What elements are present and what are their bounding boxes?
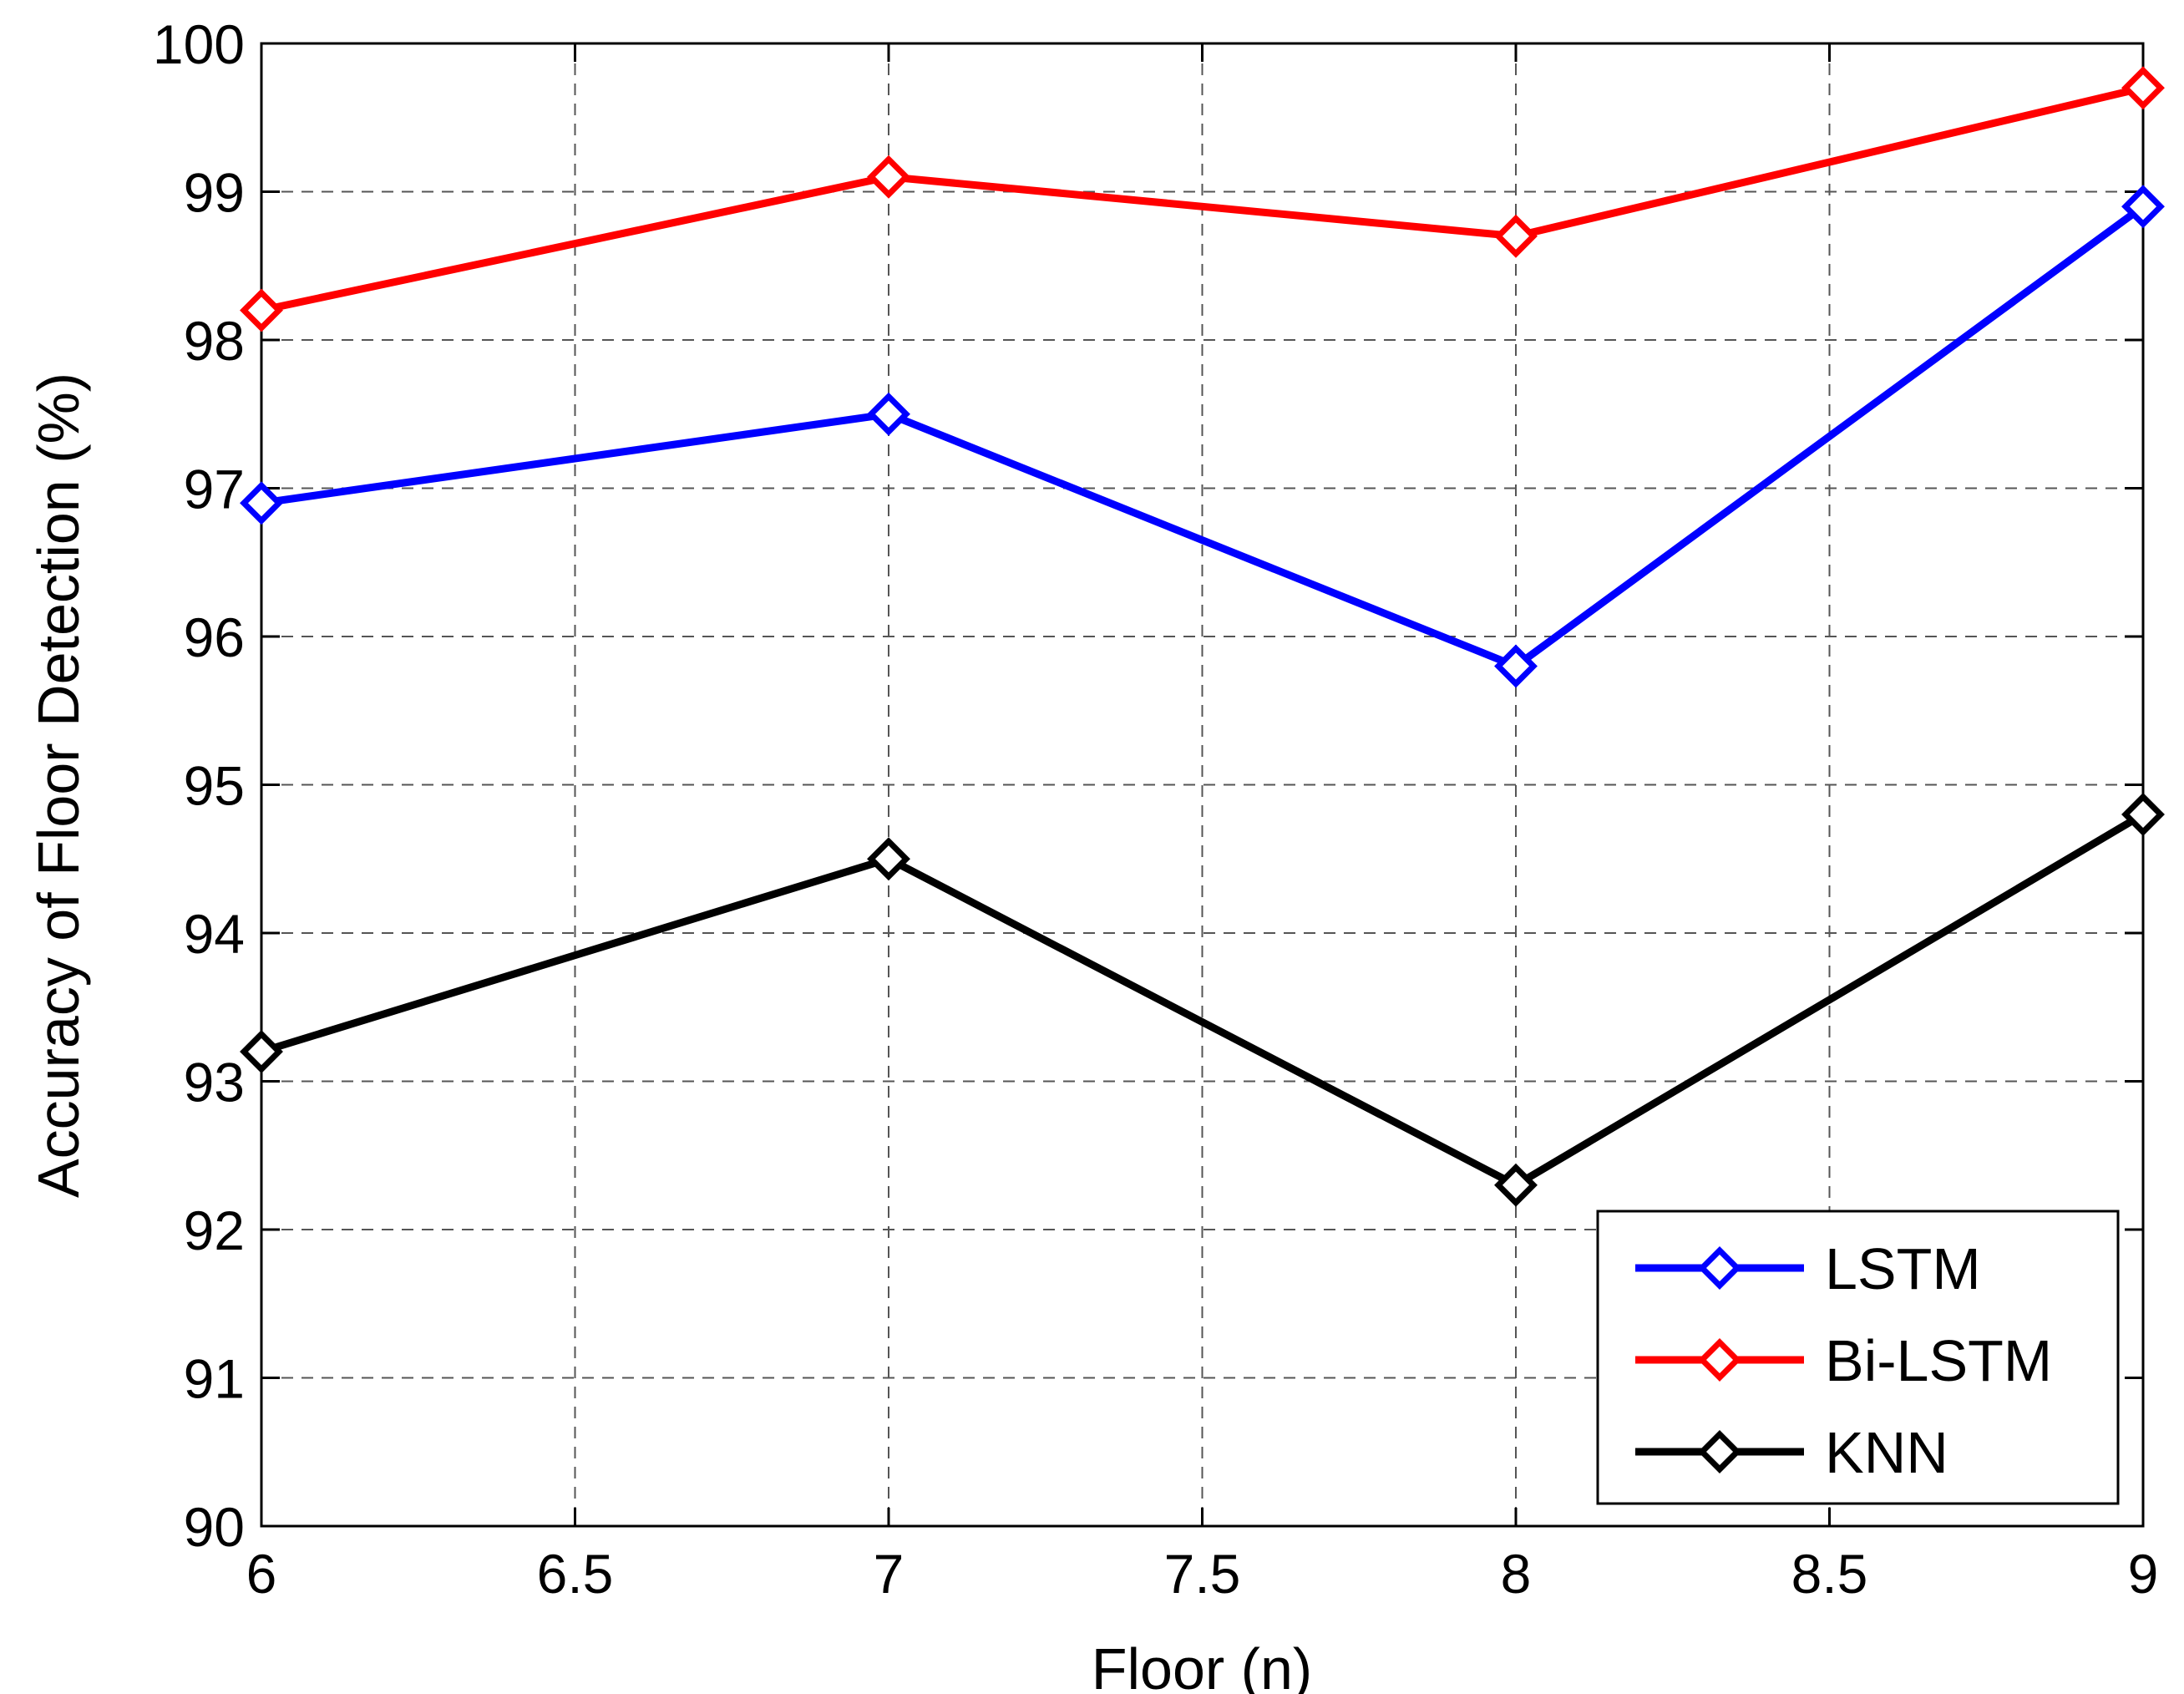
series-knn xyxy=(240,793,2165,1207)
x-axis-title: Floor (n) xyxy=(1092,1636,1312,1694)
legend-item-knn: KNN xyxy=(1635,1420,1948,1485)
series-bi-lstm xyxy=(240,66,2165,332)
y-tick-label: 96 xyxy=(184,606,245,668)
data-point-lstm xyxy=(867,392,910,436)
legend-swatch-marker xyxy=(1698,1430,1741,1473)
legend-label: KNN xyxy=(1825,1420,1948,1485)
data-point-knn xyxy=(2121,793,2165,836)
axis-ticks: 6 6.5 7 7.5 8 8.5 9 90 91 92 93 94 95 96 97 98 99 100 xyxy=(153,13,2158,1605)
data-point-knn xyxy=(867,837,910,881)
legend-label: LSTM xyxy=(1825,1236,1981,1301)
series-line-lstm xyxy=(261,203,2146,671)
data-point-lstm xyxy=(240,481,283,525)
data-point-bi-lstm xyxy=(1494,214,1538,258)
y-tick-label: 90 xyxy=(184,1496,245,1558)
x-tick-label: 7.5 xyxy=(1164,1543,1241,1605)
y-tick-label: 92 xyxy=(184,1199,245,1261)
data-point-knn xyxy=(1494,1163,1538,1207)
x-tick-label: 9 xyxy=(2128,1543,2159,1605)
x-tick-label: 7 xyxy=(874,1543,905,1605)
data-point-knn xyxy=(240,1030,283,1073)
series-line-knn xyxy=(260,811,2146,1189)
legend-swatch-marker xyxy=(1698,1338,1741,1382)
x-tick-label: 6 xyxy=(246,1543,277,1605)
y-tick-label: 91 xyxy=(184,1348,245,1410)
x-tick-label: 8.5 xyxy=(1791,1543,1868,1605)
y-tick-label: 99 xyxy=(184,162,245,224)
legend-swatch-marker xyxy=(1698,1246,1741,1290)
legend-label: Bi-LSTM xyxy=(1825,1328,2052,1393)
y-axis-title: Accuracy of Floor Detection (%) xyxy=(26,373,91,1198)
data-point-bi-lstm xyxy=(240,288,283,332)
y-tick-label: 97 xyxy=(184,459,245,520)
series-line-bi-lstm xyxy=(261,84,2145,314)
series xyxy=(240,66,2165,1207)
series-lstm xyxy=(240,185,2165,688)
y-tick-label: 94 xyxy=(184,903,245,965)
data-point-bi-lstm xyxy=(2121,66,2165,110)
x-tick-label: 6.5 xyxy=(537,1543,614,1605)
y-tick-label: 98 xyxy=(184,310,245,372)
y-tick-label: 95 xyxy=(184,755,245,817)
data-point-lstm xyxy=(2121,185,2165,229)
y-tick-label: 93 xyxy=(184,1052,245,1113)
legend-item-lstm: LSTM xyxy=(1635,1236,1981,1301)
legend-item-bi-lstm: Bi-LSTM xyxy=(1635,1328,2052,1393)
legend: LSTM Bi-LSTM KNN xyxy=(1596,1210,2120,1505)
x-tick-label: 8 xyxy=(1501,1543,1532,1605)
data-point-lstm xyxy=(1494,644,1538,688)
y-tick-label: 100 xyxy=(153,13,245,75)
data-point-bi-lstm xyxy=(867,155,910,199)
